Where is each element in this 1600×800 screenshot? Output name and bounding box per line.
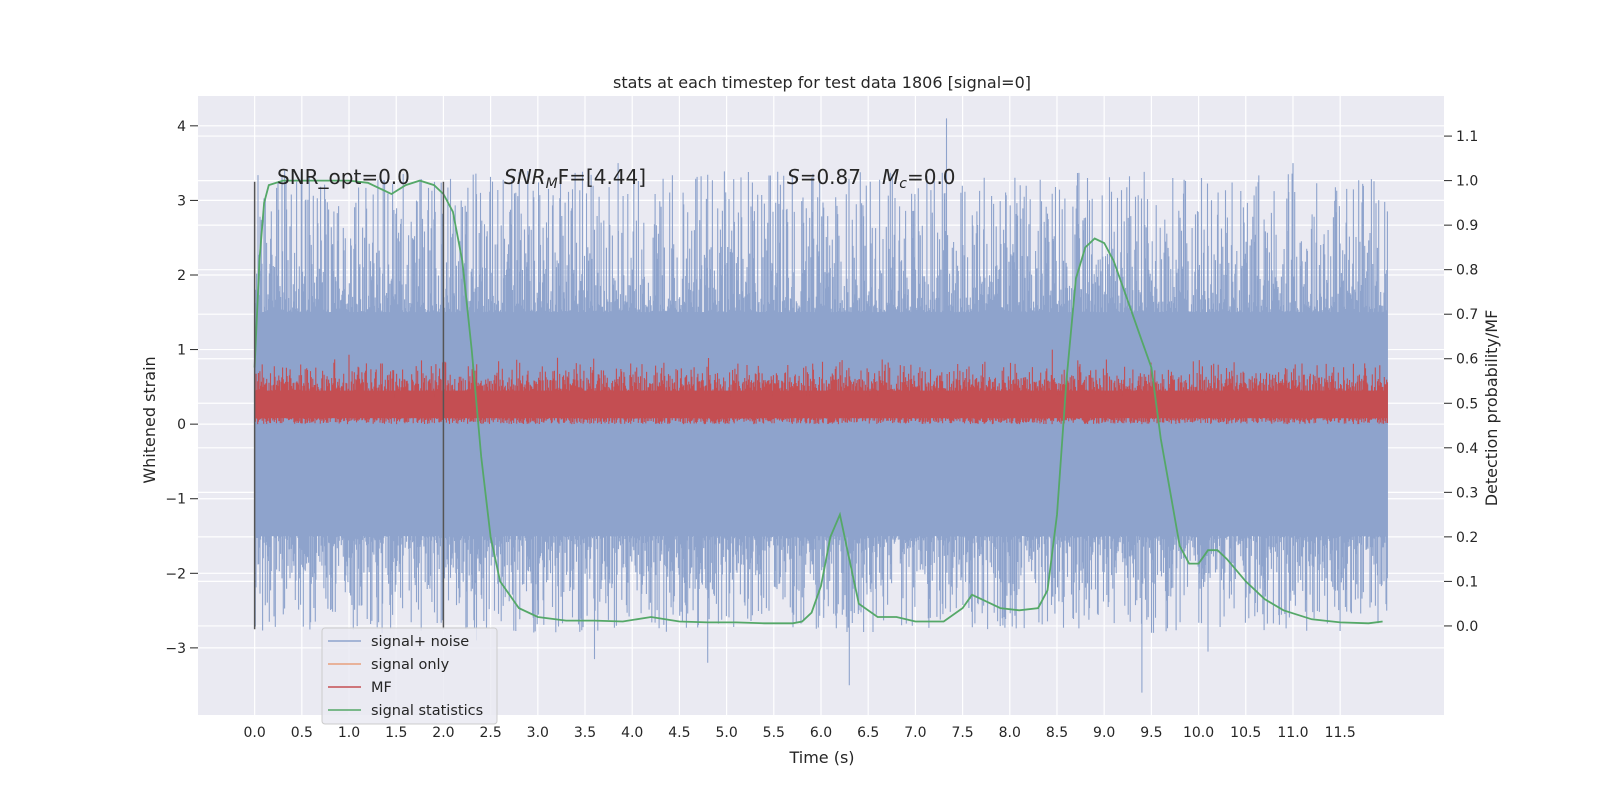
signal-statistics-line (253, 179, 1383, 625)
annotation-s: S=0.87 (787, 165, 861, 189)
x-tick-label: 0.5 (291, 725, 313, 741)
y-tick-label: 2 (177, 268, 186, 284)
y2-tick-label: 0.6 (1456, 352, 1478, 368)
y2-tick-label: 0.7 (1456, 307, 1478, 323)
legend-label-signal-only: signal only (371, 657, 450, 673)
y-axis-label: Whitened strain (140, 356, 159, 483)
x-tick-label: 6.0 (810, 725, 832, 741)
legend-label-signal-statistics: signal statistics (371, 703, 483, 719)
y2-tick-label: 0.8 (1456, 263, 1478, 279)
x-tick-label: 3.0 (527, 725, 549, 741)
legend: signal+ noise signal only MF signal stat… (321, 627, 498, 725)
x-tick-label: 8.0 (999, 725, 1021, 741)
x-tick-label: 11.5 (1325, 725, 1356, 741)
y-tick-label: 3 (177, 193, 186, 209)
x-tick-label: 1.5 (385, 725, 407, 741)
x-tick-label: 11.0 (1277, 725, 1308, 741)
x-tick-label: 8.5 (1046, 725, 1068, 741)
legend-label-signal-plus-noise: signal+ noise (371, 634, 469, 650)
snr-mf-value: F=[4.44] (558, 165, 646, 189)
y2-tick-label: 0.3 (1456, 485, 1478, 501)
y2-tick-label: 0.0 (1456, 619, 1478, 635)
noise-core (254, 312, 1388, 537)
x-tick-label: 4.5 (668, 725, 690, 741)
x-tick-label: 5.0 (715, 725, 737, 741)
axis-ticks: 0.0 0.5 1.0 1.5 2.0 2.5 3.0 3.5 4.0 4.5 5.0 5.5 6.0 6… (165, 119, 1478, 741)
s-name: S (787, 165, 800, 189)
snr-mf-name: SNR (504, 165, 546, 189)
x-tick-label: 5.5 (763, 725, 785, 741)
x-tick-label: 3.5 (574, 725, 596, 741)
legend-box (321, 627, 498, 725)
x-tick-label: 6.5 (857, 725, 879, 741)
s-value: =0.87 (800, 165, 861, 189)
series-signal-statistics (253, 179, 1383, 625)
x-tick-label: 2.5 (479, 725, 501, 741)
vertical-markers (253, 181, 445, 630)
x-tick-label: 9.5 (1140, 725, 1162, 741)
chart-title: stats at each timestep for test data 180… (613, 73, 1031, 92)
y2-axis-label: Detection probability/MF (1482, 310, 1501, 507)
x-tick-label: 9.0 (1093, 725, 1115, 741)
annotation-snr-mf: SNRMF=[4.44] (504, 165, 646, 192)
legend-label-mf: MF (371, 680, 392, 696)
mc-value: =0.0 (907, 165, 956, 189)
x-tick-label: 7.5 (951, 725, 973, 741)
y2-tick-label: 1.1 (1456, 129, 1478, 145)
y2-tick-label: 0.4 (1456, 441, 1478, 457)
y2-tick-label: 0.5 (1456, 396, 1478, 412)
y-tick-label: 1 (177, 343, 186, 359)
x-tick-label: 0.0 (244, 725, 266, 741)
x-axis-label: Time (s) (788, 748, 854, 767)
mc-name: M (882, 165, 899, 189)
y-tick-label: −1 (165, 492, 186, 508)
annotation-mc: Mc=0.0 (882, 165, 956, 192)
mc-subscript: c (899, 176, 907, 192)
x-tick-label: 2.0 (432, 725, 454, 741)
y-tick-label: −2 (165, 566, 186, 582)
x-tick-label: 7.0 (904, 725, 926, 741)
y-tick-label: 4 (177, 119, 186, 135)
x-tick-label: 1.0 (338, 725, 360, 741)
y2-tick-label: 0.2 (1456, 530, 1478, 546)
snr-mf-subscript: M (546, 176, 558, 192)
y2-tick-label: 0.9 (1456, 218, 1478, 234)
y-tick-label: −3 (165, 641, 186, 657)
annotation-snr-opt: SNR_opt=0.0 (277, 165, 410, 189)
y2-tick-label: 1.0 (1456, 174, 1478, 190)
y-tick-label: 0 (177, 417, 186, 433)
x-tick-label: 10.0 (1183, 725, 1214, 741)
x-tick-label: 10.5 (1230, 725, 1261, 741)
y2-tick-label: 0.1 (1456, 574, 1478, 590)
x-tick-label: 4.0 (621, 725, 643, 741)
